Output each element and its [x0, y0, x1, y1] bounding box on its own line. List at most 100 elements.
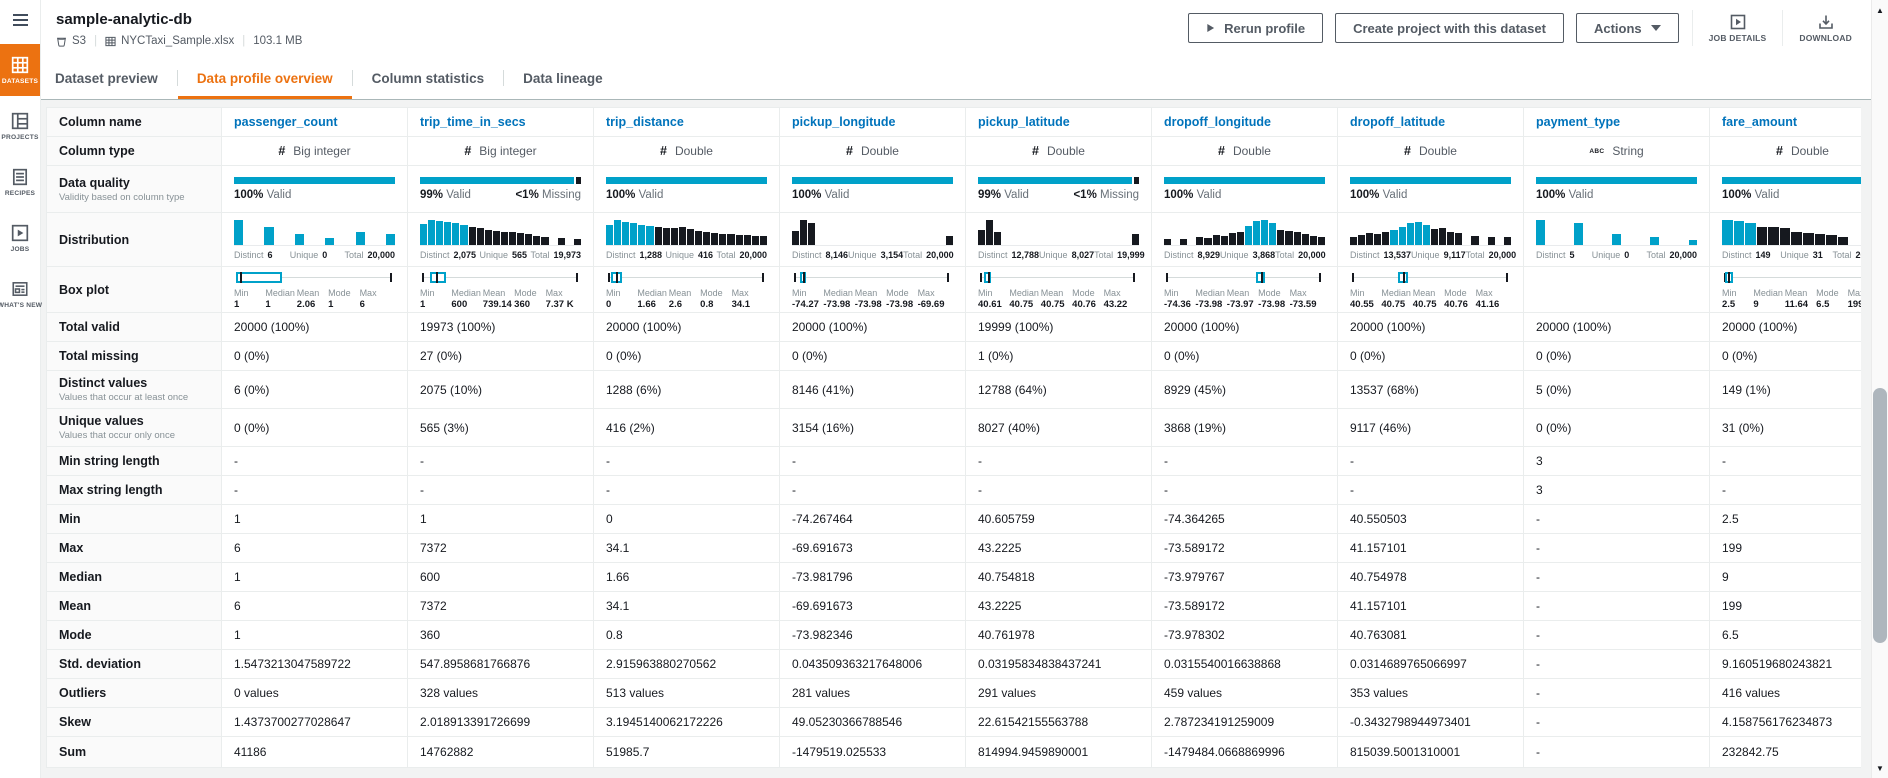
missing-percentage: <1% Missing: [1073, 189, 1139, 201]
sidebar-item-projects[interactable]: PROJECTS: [0, 100, 40, 152]
cell-sum-pickup_longitude: -1479519.025533: [780, 737, 966, 768]
column-name-link-dropoff_longitude[interactable]: dropoff_longitude: [1164, 115, 1271, 129]
distribution-stats: Distinct 12,788 Unique 8,027 Total 19,999: [978, 249, 1145, 260]
sidebar-item-label: WHAT'S NEW: [0, 301, 43, 309]
row-label-total-valid: Total valid: [47, 313, 222, 342]
cell-unique-values-dropoff_latitude: 9117 (46%): [1338, 409, 1524, 447]
cell-distinct-values-trip_time_in_secs: 2075 (10%): [408, 371, 594, 409]
column-name-link-trip_distance[interactable]: trip_distance: [606, 115, 684, 129]
cell-total-valid-pickup_longitude: 20000 (100%): [780, 313, 966, 342]
cell-distinct-values-passenger_count: 6 (0%): [222, 371, 408, 409]
row-label-max: Max: [47, 534, 222, 563]
column-name-link-pickup_latitude[interactable]: pickup_latitude: [978, 115, 1070, 129]
cell-total-missing-dropoff_latitude: 0 (0%): [1338, 342, 1524, 371]
column-type-icon: #: [464, 144, 472, 158]
sidebar-item-jobs[interactable]: JOBS: [0, 212, 40, 264]
cell-mode-pickup_longitude: -73.982346: [780, 621, 966, 650]
sidebar-item-datasets[interactable]: DATASETS: [0, 44, 40, 96]
column-dropoff_latitude: dropoff_latitude # Double 100% Valid Distinc…: [1338, 108, 1524, 768]
breadcrumb-separator: |: [94, 35, 98, 47]
valid-percentage: 100% Valid: [1164, 189, 1222, 201]
cell-distinct-values-dropoff_latitude: 13537 (68%): [1338, 371, 1524, 409]
sidebar-item-whats-new[interactable]: WHAT'S NEW: [0, 268, 43, 320]
breadcrumb-separator: |: [242, 35, 246, 47]
column-name-link-trip_time_in_secs[interactable]: trip_time_in_secs: [420, 115, 526, 129]
cell-skew-pickup_latitude: 22.61542155563788: [966, 708, 1152, 737]
s3-bucket-icon: [57, 37, 66, 47]
column-type-cell: # Double: [1710, 137, 1861, 166]
boxplot-cell: Min 40.61 Median 40.75 Mean 40.75 Mode 40.76 Max…: [966, 267, 1152, 313]
cell-std-deviation-dropoff_latitude: 0.0314689765066997: [1338, 650, 1524, 679]
data-quality-bar: [978, 177, 1139, 184]
cell-std-deviation-trip_time_in_secs: 547.8958681766876: [408, 650, 594, 679]
distribution-histogram: [1164, 219, 1325, 246]
sidebar-item-label: DATASETS: [1, 77, 39, 85]
download-button[interactable]: DOWNLOAD: [1796, 14, 1855, 43]
file-name: NYCTaxi_Sample.xlsx: [105, 35, 234, 47]
cell-total-valid-trip_distance: 20000 (100%): [594, 313, 780, 342]
cell-min-string-length-payment_type: 3: [1524, 447, 1710, 476]
column-name-cell: pickup_latitude: [966, 108, 1152, 137]
sidebar: DATASETS PROJECTS RECIPES JOBS WHAT'S NE…: [0, 0, 43, 778]
tab-data-profile-overview[interactable]: Data profile overview: [177, 57, 352, 99]
scroll-down-icon[interactable]: ▼: [1876, 763, 1884, 773]
breadcrumb: S3 | NYCTaxi_Sample.xlsx | 103.1 MB: [56, 35, 302, 47]
boxplot-graphic: [792, 270, 953, 285]
actions-button[interactable]: Actions: [1575, 13, 1679, 43]
cell-skew-pickup_longitude: 49.05230366788546: [780, 708, 966, 737]
cell-max-dropoff_latitude: 41.157101: [1338, 534, 1524, 563]
tab-column-statistics[interactable]: Column statistics: [371, 71, 485, 86]
distribution-stats: Distinct 5 Unique 0 Total 20,000: [1536, 249, 1697, 260]
cell-median-payment_type: -: [1524, 563, 1710, 592]
play-icon: [1207, 23, 1215, 33]
cell-unique-values-passenger_count: 0 (0%): [222, 409, 408, 447]
caret-down-icon: [1650, 25, 1661, 31]
cell-min-pickup_longitude: -74.267464: [780, 505, 966, 534]
download-icon: [1818, 15, 1833, 29]
cell-max-string-length-fare_amount: -: [1710, 476, 1861, 505]
column-name-link-passenger_count[interactable]: passenger_count: [234, 115, 338, 129]
distribution-histogram: [1722, 219, 1861, 246]
cell-min-dropoff_longitude: -74.364265: [1152, 505, 1338, 534]
sidebar-item-recipes[interactable]: RECIPES: [0, 156, 40, 208]
scroll-up-icon[interactable]: ▲: [1876, 5, 1884, 15]
valid-percentage: 100% Valid: [606, 189, 664, 201]
rerun-profile-button[interactable]: Rerun profile: [1188, 13, 1324, 43]
column-name-link-pickup_longitude[interactable]: pickup_longitude: [792, 115, 896, 129]
column-name-link-payment_type[interactable]: payment_type: [1536, 115, 1621, 129]
data-quality-cell: 100% Valid: [780, 166, 966, 213]
column-name-link-fare_amount[interactable]: fare_amount: [1722, 115, 1798, 129]
cell-distinct-values-payment_type: 5 (0%): [1524, 371, 1710, 409]
job-details-button[interactable]: JOB DETAILS: [1706, 14, 1770, 43]
cell-outliers-pickup_longitude: 281 values: [780, 679, 966, 708]
column-type-cell: ABC String: [1524, 137, 1710, 166]
cell-total-valid-passenger_count: 20000 (100%): [222, 313, 408, 342]
vertical-scrollbar[interactable]: ▲ ▼: [1871, 0, 1888, 778]
data-quality-cell: 100% Valid: [222, 166, 408, 213]
cell-min-string-length-trip_distance: -: [594, 447, 780, 476]
distribution-cell: Distinct 6 Unique 0 Total 20,000: [222, 213, 408, 267]
create-project-label: Create project with this dataset: [1353, 20, 1546, 36]
tab-dataset-preview[interactable]: Dataset preview: [55, 71, 158, 86]
column-name-cell: trip_distance: [594, 108, 780, 137]
cell-mode-fare_amount: 6.5: [1710, 621, 1861, 650]
cell-distinct-values-dropoff_longitude: 8929 (45%): [1152, 371, 1338, 409]
create-project-button[interactable]: Create project with this dataset: [1335, 13, 1564, 43]
scrollbar-thumb[interactable]: [1873, 388, 1887, 643]
cell-total-missing-fare_amount: 0 (0%): [1710, 342, 1861, 371]
cell-sum-dropoff_latitude: 815039.5001310001: [1338, 737, 1524, 768]
hamburger-menu-button[interactable]: [0, 0, 40, 40]
row-label-distinct-values: Distinct values Values that occur at leas…: [47, 371, 222, 409]
column-name-cell: dropoff_longitude: [1152, 108, 1338, 137]
cell-skew-trip_distance: 3.1945140062172226: [594, 708, 780, 737]
cell-max-string-length-payment_type: 3: [1524, 476, 1710, 505]
column-name-cell: pickup_longitude: [780, 108, 966, 137]
column-name-link-dropoff_latitude[interactable]: dropoff_latitude: [1350, 115, 1446, 129]
tab-data-lineage[interactable]: Data lineage: [523, 71, 603, 86]
boxplot-cell: Min -74.27 Median -73.98 Mean -73.98 Mode -73.9…: [780, 267, 966, 313]
boxplot-stats: Min -74.36 Median -73.98 Mean -73.97 Mode -73.9…: [1164, 287, 1317, 310]
tab-separator: [503, 70, 505, 86]
data-quality-bar: [1536, 177, 1697, 184]
